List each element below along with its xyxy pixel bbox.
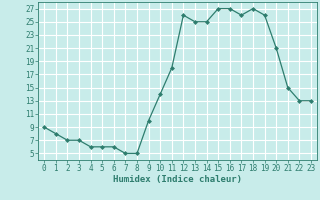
X-axis label: Humidex (Indice chaleur): Humidex (Indice chaleur) bbox=[113, 175, 242, 184]
